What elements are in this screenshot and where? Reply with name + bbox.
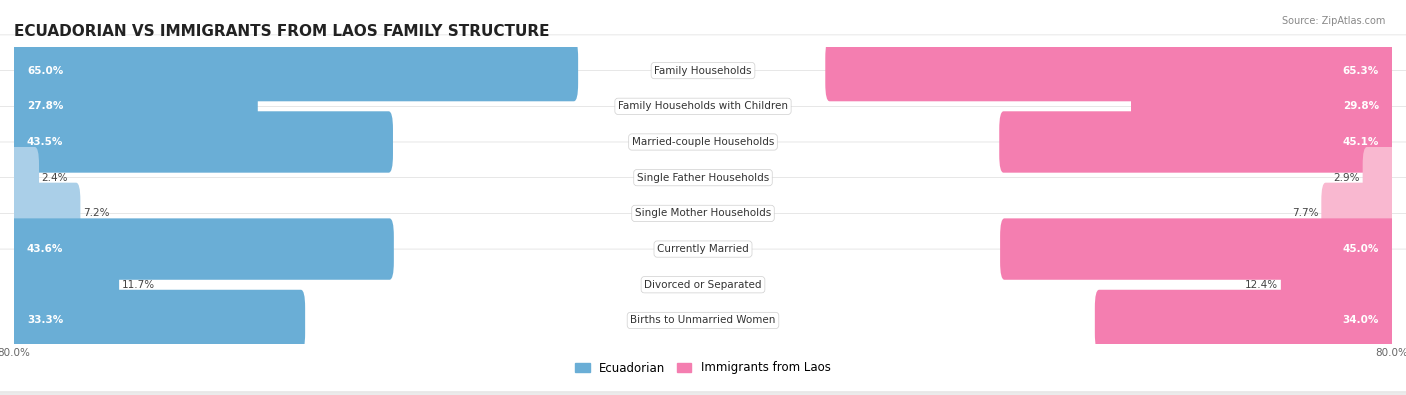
Text: 34.0%: 34.0% xyxy=(1343,316,1379,325)
Text: 45.0%: 45.0% xyxy=(1343,244,1379,254)
Text: 65.3%: 65.3% xyxy=(1343,66,1379,75)
Text: 29.8%: 29.8% xyxy=(1343,101,1379,111)
FancyBboxPatch shape xyxy=(10,290,305,351)
Text: 27.8%: 27.8% xyxy=(27,101,63,111)
FancyBboxPatch shape xyxy=(0,106,1406,249)
Text: 65.0%: 65.0% xyxy=(27,66,63,75)
FancyBboxPatch shape xyxy=(1130,75,1396,137)
Text: 43.6%: 43.6% xyxy=(27,244,63,254)
FancyBboxPatch shape xyxy=(0,213,1406,356)
FancyBboxPatch shape xyxy=(1000,111,1396,173)
Text: 2.9%: 2.9% xyxy=(1333,173,1360,182)
FancyBboxPatch shape xyxy=(10,40,578,101)
FancyBboxPatch shape xyxy=(0,35,1406,178)
FancyBboxPatch shape xyxy=(0,249,1406,392)
FancyBboxPatch shape xyxy=(1322,182,1396,244)
FancyBboxPatch shape xyxy=(10,182,80,244)
Text: 7.7%: 7.7% xyxy=(1292,209,1319,218)
Text: 11.7%: 11.7% xyxy=(122,280,155,290)
Text: Births to Unmarried Women: Births to Unmarried Women xyxy=(630,316,776,325)
Legend: Ecuadorian, Immigrants from Laos: Ecuadorian, Immigrants from Laos xyxy=(571,357,835,379)
Text: Single Father Households: Single Father Households xyxy=(637,173,769,182)
Text: 2.4%: 2.4% xyxy=(42,173,67,182)
FancyBboxPatch shape xyxy=(0,0,1406,142)
Text: 12.4%: 12.4% xyxy=(1246,280,1278,290)
FancyBboxPatch shape xyxy=(1095,290,1396,351)
FancyBboxPatch shape xyxy=(1362,147,1396,209)
FancyBboxPatch shape xyxy=(1281,254,1396,316)
Text: Currently Married: Currently Married xyxy=(657,244,749,254)
FancyBboxPatch shape xyxy=(10,218,394,280)
Text: 45.1%: 45.1% xyxy=(1343,137,1379,147)
FancyBboxPatch shape xyxy=(1000,218,1396,280)
Text: 43.5%: 43.5% xyxy=(27,137,63,147)
FancyBboxPatch shape xyxy=(0,71,1406,213)
Text: Single Mother Households: Single Mother Households xyxy=(636,209,770,218)
Text: Married-couple Households: Married-couple Households xyxy=(631,137,775,147)
FancyBboxPatch shape xyxy=(0,178,1406,320)
Text: Source: ZipAtlas.com: Source: ZipAtlas.com xyxy=(1281,16,1385,26)
Text: Family Households with Children: Family Households with Children xyxy=(619,101,787,111)
FancyBboxPatch shape xyxy=(10,75,257,137)
FancyBboxPatch shape xyxy=(0,142,1406,285)
FancyBboxPatch shape xyxy=(825,40,1396,101)
FancyBboxPatch shape xyxy=(10,147,39,209)
FancyBboxPatch shape xyxy=(10,254,120,316)
Text: ECUADORIAN VS IMMIGRANTS FROM LAOS FAMILY STRUCTURE: ECUADORIAN VS IMMIGRANTS FROM LAOS FAMIL… xyxy=(14,24,550,39)
Text: Divorced or Separated: Divorced or Separated xyxy=(644,280,762,290)
Text: 7.2%: 7.2% xyxy=(83,209,110,218)
Text: Family Households: Family Households xyxy=(654,66,752,75)
FancyBboxPatch shape xyxy=(10,111,392,173)
Text: 33.3%: 33.3% xyxy=(27,316,63,325)
